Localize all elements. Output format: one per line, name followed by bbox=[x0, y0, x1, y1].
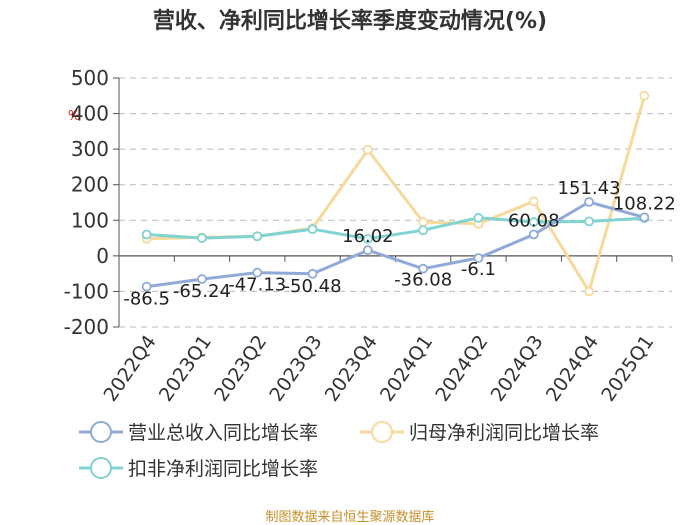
legend-marker-0 bbox=[90, 421, 112, 443]
series-2-point-7 bbox=[528, 217, 539, 227]
x-tick-label-9: 2025Q1 bbox=[597, 331, 658, 405]
series-0-point-0 bbox=[141, 281, 152, 292]
series-2-point-2 bbox=[252, 231, 263, 242]
legend-marker-2 bbox=[90, 457, 112, 479]
y-tick-label-2: 300 bbox=[71, 137, 109, 161]
x-tick-label-8: 2024Q4 bbox=[542, 331, 603, 405]
series-2-point-1 bbox=[197, 233, 207, 243]
x-tick-label-3: 2023Q3 bbox=[265, 331, 326, 405]
data-label-6: -6.1 bbox=[461, 259, 496, 280]
x-tick-label-7: 2024Q3 bbox=[487, 331, 548, 405]
series-2-point-6 bbox=[473, 212, 484, 223]
x-tick-label-5: 2024Q1 bbox=[376, 331, 437, 405]
series-1-point-8 bbox=[584, 286, 594, 297]
series-0-point-8 bbox=[584, 197, 594, 207]
data-labels: -86.5 -65.24-47.13-50.48 16.02 -36.08 -6.1 60… bbox=[123, 178, 675, 310]
x-tick-label-4: 2023Q4 bbox=[321, 331, 382, 405]
series-2-point-0 bbox=[141, 229, 152, 240]
series-0-point-6 bbox=[473, 253, 484, 263]
x-tick-label-1: 2023Q1 bbox=[155, 331, 216, 405]
series-line-2 bbox=[146, 216, 645, 241]
source-footer: 制图数据来自恒生聚源数据库 bbox=[265, 509, 434, 525]
y-tick-label-6: -100 bbox=[64, 279, 109, 303]
data-label-4: 16.02 bbox=[342, 226, 394, 247]
series-2-point-8 bbox=[584, 216, 594, 227]
data-label-2: -47.13 bbox=[228, 275, 286, 296]
series-0-point-7 bbox=[528, 229, 539, 240]
y-tick-label-7: -200 bbox=[64, 315, 109, 339]
series-1-point-5 bbox=[418, 217, 429, 227]
y-tick-label-0: 500 bbox=[71, 66, 109, 90]
x-tick-label-6: 2024Q2 bbox=[431, 331, 492, 405]
x-tick-label-0: 2022Q4 bbox=[99, 331, 160, 405]
series-1-point-7 bbox=[528, 196, 539, 207]
chart-title: 营收、净利同比增长率季度变动情况(%) bbox=[153, 8, 547, 34]
y-tick-label-3: 200 bbox=[71, 173, 109, 197]
series-2-point-4 bbox=[362, 233, 373, 244]
data-label-9: 108.22 bbox=[613, 193, 676, 214]
series-0-point-1 bbox=[197, 274, 207, 284]
series-1-point-9 bbox=[639, 90, 650, 101]
y-axis-unit: % bbox=[68, 109, 80, 124]
data-label-1: -65.24 bbox=[173, 281, 231, 302]
legend-marker-1 bbox=[371, 421, 393, 443]
series-2-point-5 bbox=[418, 225, 429, 236]
legend-label-1: 归母净利润同比增长率 bbox=[409, 422, 599, 444]
data-label-5: -36.08 bbox=[394, 270, 452, 291]
series-layer bbox=[141, 90, 650, 297]
legend-label-2: 扣非净利润同比增长率 bbox=[128, 458, 318, 480]
series-2-point-3 bbox=[307, 224, 318, 235]
data-label-3: -50.48 bbox=[284, 276, 342, 297]
series-0-point-5 bbox=[418, 263, 429, 274]
series-0-point-9 bbox=[639, 212, 650, 223]
data-label-8: 151.43 bbox=[558, 178, 621, 199]
x-tick-label-2: 2023Q2 bbox=[210, 331, 271, 405]
series-0-point-4 bbox=[362, 245, 373, 256]
y-tick-label-5: 0 bbox=[96, 244, 109, 268]
data-label-7: 60.08 bbox=[508, 210, 560, 231]
series-1-point-4 bbox=[362, 144, 373, 155]
series-0-point-3 bbox=[307, 268, 318, 279]
series-line-0 bbox=[146, 200, 645, 289]
data-label-0: -86.5 bbox=[123, 289, 170, 310]
legend-label-0: 营业总收入同比增长率 bbox=[128, 422, 318, 444]
y-tick-label-1: 400 bbox=[71, 102, 109, 126]
series-0-point-2 bbox=[252, 267, 263, 278]
y-tick-label-4: 100 bbox=[71, 208, 109, 232]
